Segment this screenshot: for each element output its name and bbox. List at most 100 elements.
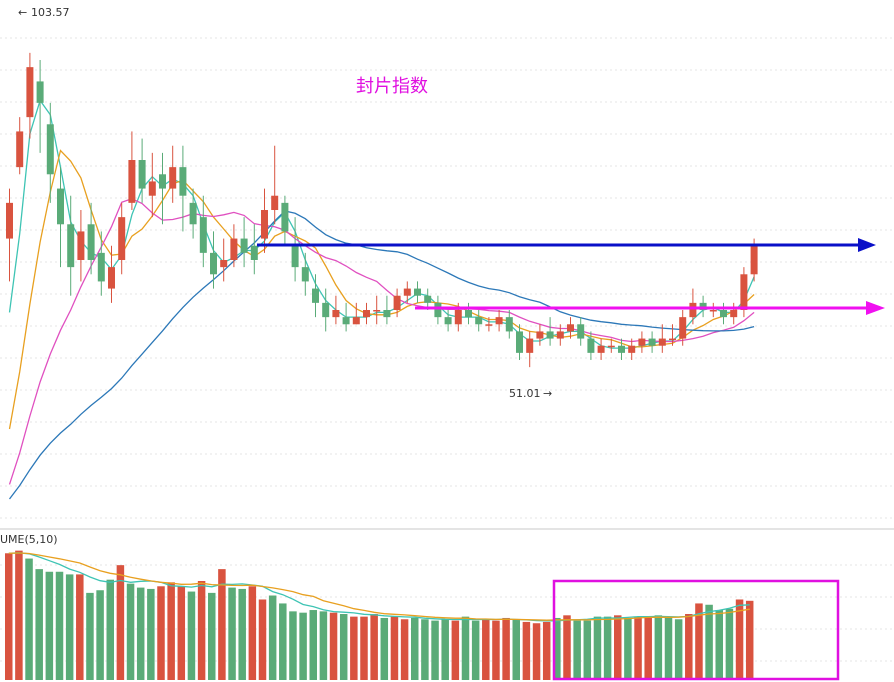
candle bbox=[230, 224, 238, 268]
candle-body bbox=[36, 81, 44, 103]
candle bbox=[118, 202, 126, 275]
volume-bar bbox=[482, 619, 490, 680]
volume-bar bbox=[502, 617, 510, 680]
candle-body bbox=[332, 310, 340, 318]
candle bbox=[516, 324, 523, 360]
candle-body bbox=[495, 317, 503, 325]
volume-bar bbox=[350, 616, 358, 680]
candle bbox=[240, 217, 248, 268]
candle-body bbox=[577, 324, 585, 339]
candle-body bbox=[189, 202, 197, 225]
candle-body bbox=[271, 195, 279, 210]
candle bbox=[424, 288, 432, 310]
volume-bar bbox=[390, 616, 399, 680]
volume-bar bbox=[218, 569, 226, 680]
candle-body bbox=[230, 238, 238, 260]
candle-body bbox=[658, 338, 666, 346]
high-marker-arrow: ← bbox=[18, 6, 27, 19]
volume-bar bbox=[471, 620, 480, 680]
candle bbox=[638, 331, 646, 353]
volume-bar bbox=[65, 574, 74, 680]
candle-body bbox=[67, 224, 75, 268]
volume-bar bbox=[299, 612, 307, 680]
volume-bar bbox=[329, 612, 338, 680]
volume-bar bbox=[5, 553, 13, 680]
candle bbox=[301, 252, 309, 296]
candle-body bbox=[342, 317, 350, 325]
volume-bar bbox=[45, 571, 54, 680]
candle bbox=[628, 338, 636, 360]
candle bbox=[383, 295, 391, 325]
candle-body bbox=[87, 224, 95, 260]
volume-bar bbox=[705, 604, 713, 680]
candle bbox=[169, 145, 177, 203]
candle bbox=[199, 195, 207, 268]
candle-body bbox=[261, 210, 268, 239]
volume-bar bbox=[441, 619, 449, 680]
candle bbox=[352, 302, 360, 325]
volume-bar bbox=[664, 616, 673, 680]
moving-average-lines bbox=[8, 99, 755, 500]
candle bbox=[730, 302, 738, 325]
volume-highlight-box bbox=[552, 579, 840, 681]
candle-body bbox=[240, 238, 248, 253]
candle bbox=[393, 288, 401, 318]
candle-body bbox=[108, 267, 115, 289]
candle-body bbox=[669, 338, 676, 341]
candle-body bbox=[475, 317, 483, 325]
candle-body bbox=[679, 317, 687, 339]
candle-body bbox=[526, 338, 534, 353]
high-price-label: 103.57 bbox=[31, 6, 70, 19]
candle-body bbox=[159, 174, 166, 189]
candle-body bbox=[301, 267, 309, 282]
ma-line-medium bbox=[8, 149, 755, 430]
candle bbox=[189, 188, 197, 239]
candle bbox=[699, 295, 707, 318]
candle-body bbox=[648, 338, 656, 346]
candle bbox=[720, 302, 727, 325]
ma-line-longest bbox=[8, 210, 755, 500]
candle bbox=[546, 317, 554, 346]
candle bbox=[689, 288, 697, 325]
volume-bar bbox=[289, 611, 297, 680]
candle-body bbox=[597, 345, 605, 353]
candle-body bbox=[199, 217, 207, 253]
candle bbox=[618, 338, 625, 360]
volume-bar bbox=[86, 592, 94, 680]
volume-bar bbox=[309, 610, 317, 680]
volume-bar bbox=[461, 616, 470, 680]
volume-bar bbox=[512, 619, 520, 680]
candle bbox=[526, 331, 534, 368]
candle-body bbox=[250, 245, 258, 260]
candle bbox=[658, 324, 666, 353]
volume-bar bbox=[25, 558, 33, 680]
candle-body bbox=[709, 310, 717, 312]
candle-body bbox=[6, 202, 13, 239]
volume-bar bbox=[685, 614, 693, 680]
volume-bar bbox=[532, 623, 541, 680]
candle-body bbox=[567, 324, 574, 332]
volume-bar bbox=[238, 588, 246, 680]
candle-body bbox=[546, 331, 554, 339]
price-candles bbox=[6, 52, 758, 368]
candle-body bbox=[373, 310, 381, 312]
candle bbox=[607, 338, 615, 353]
volume-bar bbox=[35, 569, 43, 680]
candle bbox=[148, 152, 156, 218]
candle bbox=[220, 238, 228, 282]
volume-bar bbox=[228, 587, 236, 680]
candle-body bbox=[465, 310, 472, 318]
candle-body bbox=[536, 331, 544, 339]
candle-body bbox=[516, 331, 523, 353]
candle bbox=[740, 267, 748, 318]
candle bbox=[210, 231, 217, 289]
candle-body bbox=[750, 245, 758, 275]
volume-bar bbox=[76, 574, 84, 680]
candle-body bbox=[628, 345, 636, 353]
candle bbox=[444, 310, 452, 332]
candle bbox=[342, 302, 350, 332]
volume-bar bbox=[614, 615, 622, 680]
support-arrowhead bbox=[866, 301, 885, 315]
candle bbox=[475, 310, 483, 332]
volume-bar bbox=[654, 615, 663, 680]
